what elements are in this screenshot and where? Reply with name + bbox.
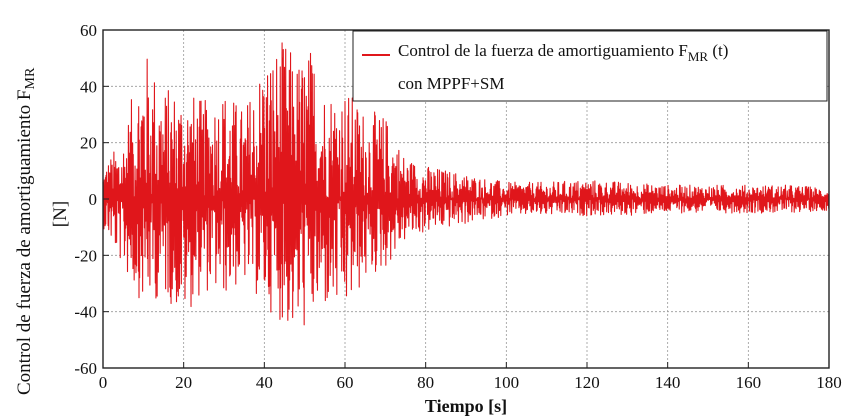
- x-axis-title: Tiempo [s]: [425, 396, 507, 416]
- x-axis: 0 20 40 60 80 100 120 140 160 180: [99, 362, 842, 392]
- series-line-fmr: [102, 42, 830, 326]
- y-tick-label: 0: [89, 190, 98, 209]
- legend-entry-line1: Control de la fuerza de amortiguamiento …: [398, 41, 728, 64]
- x-tick-label: 0: [99, 373, 108, 392]
- x-tick-label: 80: [417, 373, 434, 392]
- x-tick-label: 180: [816, 373, 842, 392]
- legend-box: [352, 30, 828, 102]
- x-tick-label: 100: [494, 373, 520, 392]
- legend-entry-line2: con MPPF+SM: [398, 74, 504, 93]
- x-tick-label: 120: [574, 373, 600, 392]
- y-tick-label: -60: [74, 359, 97, 378]
- x-tick-label: 60: [337, 373, 354, 392]
- legend: Control de la fuerza de amortiguamiento …: [352, 30, 828, 102]
- y-tick-label: 20: [80, 134, 97, 153]
- y-tick-label: -40: [74, 303, 97, 322]
- x-tick-label: 160: [736, 373, 762, 392]
- y-axis-unit: [N]: [50, 201, 71, 227]
- x-tick-label: 40: [256, 373, 273, 392]
- y-tick-label: -20: [74, 246, 97, 265]
- y-axis-title: Control de fuerza de amortiguamiento FMR: [14, 67, 38, 395]
- y-tick-label: 60: [80, 21, 97, 40]
- x-tick-label: 20: [175, 373, 192, 392]
- y-tick-label: 40: [80, 77, 97, 96]
- y-axis: -60 -40 -20 0 20 40 60: [74, 21, 109, 378]
- x-tick-label: 140: [655, 373, 681, 392]
